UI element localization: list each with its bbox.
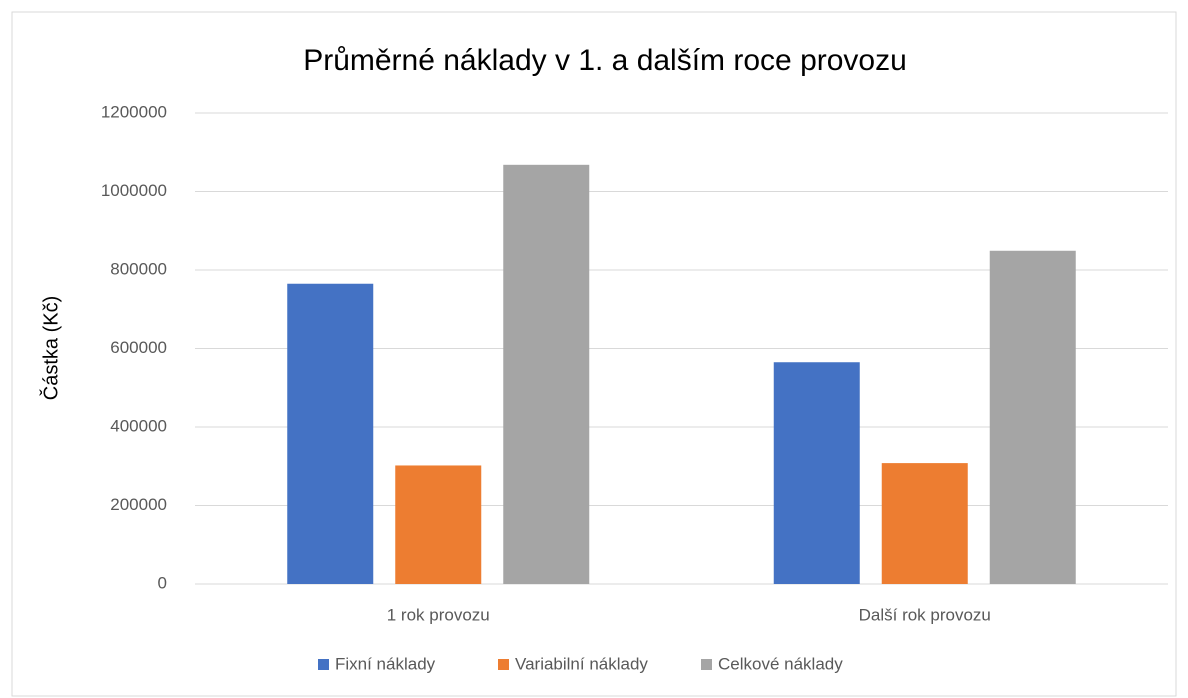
legend-swatch: [498, 659, 509, 670]
y-tick-label: 400000: [110, 416, 167, 435]
legend-swatch: [701, 659, 712, 670]
bar: [881, 463, 968, 584]
y-axis-label: Částka (Kč): [39, 296, 62, 400]
chart-title: Průměrné náklady v 1. a dalším roce prov…: [303, 44, 907, 77]
bar: [287, 283, 374, 584]
chart-border: [11, 11, 1177, 697]
y-tick-label: 1000000: [101, 181, 167, 200]
y-tick-label: 600000: [110, 338, 167, 357]
bar: [773, 362, 860, 584]
x-tick-label: Další rok provozu: [859, 605, 991, 624]
y-tick-label: 0: [158, 573, 167, 592]
y-tick-label: 800000: [110, 259, 167, 278]
bar: [503, 164, 590, 584]
legend-swatch: [318, 659, 329, 670]
legend-label: Fixní náklady: [335, 654, 436, 673]
y-tick-label: 200000: [110, 495, 167, 514]
bar: [395, 465, 482, 584]
bar: [989, 250, 1076, 584]
x-tick-label: 1 rok provozu: [387, 605, 490, 624]
legend-label: Variabilní náklady: [515, 654, 648, 673]
y-tick-label: 1200000: [101, 102, 167, 121]
legend-label: Celkové náklady: [718, 654, 843, 673]
